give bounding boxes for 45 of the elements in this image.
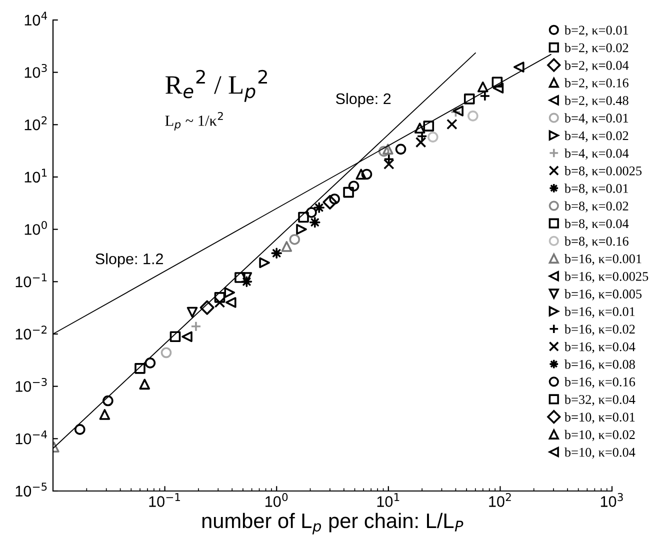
- legend-label: b=8, κ=0.04: [564, 218, 629, 230]
- y-tick-label: 10$^{−1}$: [16, 273, 47, 288]
- x-tick-label: 10$^{1}$: [377, 493, 400, 507]
- legend-label: b=16, κ=0.16: [564, 377, 636, 388]
- annotation: R$_{e}$$^{2}$ / L$_{p}$$^{2}$: [166, 70, 267, 102]
- legend-label: b=2, κ=0.01: [564, 25, 628, 37]
- legend-label: b=2, κ=0.02: [564, 42, 628, 54]
- legend-label: b=16, κ=0.01: [564, 306, 635, 318]
- annotation: Slope: 2: [336, 92, 391, 108]
- legend-label: b=8, κ=0.01: [564, 184, 628, 195]
- legend-label: b=10, κ=0.01: [564, 412, 635, 424]
- y-tick-label: 10$^{3}$: [24, 64, 47, 78]
- legend-label: b=8, κ=0.16: [564, 236, 628, 248]
- annotation: Slope: 1.2: [96, 253, 163, 268]
- legend-label: b=16, κ=0.005: [564, 289, 642, 300]
- y-tick-label: 10$^{−5}$: [16, 482, 47, 497]
- x-tick-label: 10$^{3}$: [600, 493, 623, 507]
- legend-label: b=10, κ=0.02: [564, 430, 635, 442]
- y-tick-label: 10$^{2}$: [24, 116, 47, 130]
- x-tick-label: 10$^{2}$: [489, 493, 511, 507]
- legend-label: b=8, κ=0.02: [564, 201, 628, 212]
- y-tick-label: 10$^{0}$: [24, 220, 47, 235]
- x-tick-label: 10$^{−1}$: [149, 493, 180, 507]
- y-tick-label: 10$^{−2}$: [16, 326, 47, 340]
- legend-label: b=16, κ=0.08: [564, 360, 635, 371]
- legend-label: b=4, κ=0.01: [564, 113, 628, 124]
- legend-label: b=10, κ=0.04: [564, 447, 636, 459]
- x-axis-title: number of L$_{p}$ per chain: L/L$_{P}$: [202, 512, 464, 534]
- y-tick-label: 10$^{4}$: [24, 12, 48, 26]
- annotation: L$_{p}$ ~ 1/κ$^{2}$: [165, 112, 223, 130]
- x-tick-label: 10$^{0}$: [266, 493, 288, 507]
- legend-label: b=8, κ=0.0025: [564, 166, 642, 178]
- legend-label: b=2, κ=0.04: [564, 60, 629, 72]
- legend-label: b=32, κ=0.04: [564, 394, 636, 406]
- legend-label: b=16, κ=0.0025: [564, 272, 648, 283]
- legend-label: b=4, κ=0.02: [564, 130, 628, 142]
- y-tick-label: 10$^{−4}$: [16, 430, 47, 444]
- legend-label: b=2, κ=0.16: [564, 78, 628, 90]
- legend-label: b=4, κ=0.04: [564, 148, 629, 160]
- y-tick-label: 10$^{1}$: [24, 168, 47, 183]
- legend-label: b=16, κ=0.04: [564, 342, 636, 354]
- y-tick-label: 10$^{−3}$: [16, 378, 47, 392]
- legend-label: b=16, κ=0.02: [564, 324, 635, 336]
- legend-label: b=16, κ=0.001: [564, 254, 642, 266]
- legend-label: b=2, κ=0.48: [564, 96, 628, 107]
